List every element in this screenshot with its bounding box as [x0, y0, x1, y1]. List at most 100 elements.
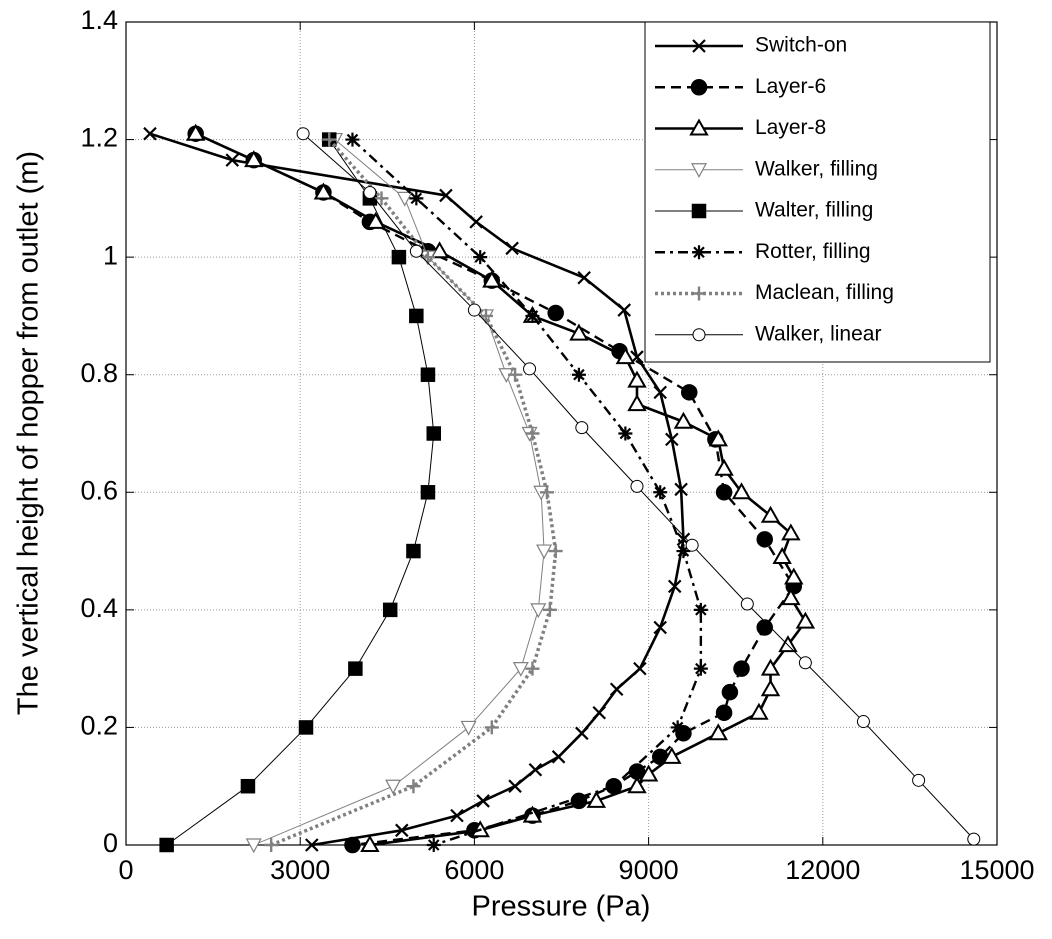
marker	[749, 702, 769, 720]
legend-label: Walker, filling	[755, 157, 878, 180]
marker	[714, 458, 734, 476]
legend-marker	[692, 245, 706, 260]
marker	[630, 479, 644, 493]
marker	[547, 304, 564, 322]
marker	[420, 250, 435, 265]
marker	[756, 531, 773, 548]
marker	[322, 132, 337, 147]
marker	[674, 482, 688, 497]
marker	[740, 597, 754, 611]
marker	[264, 838, 279, 852]
marker	[159, 837, 174, 853]
marker	[577, 270, 591, 285]
marker	[298, 720, 314, 735]
marker	[360, 834, 380, 852]
y-tick-label: 0.2	[80, 711, 118, 741]
marker	[420, 485, 436, 500]
legend-label: Maclean, filling	[755, 281, 894, 304]
legend-label: Rotter, filling	[755, 240, 871, 263]
marker	[606, 779, 621, 794]
marker	[708, 429, 729, 447]
legend-box	[644, 21, 991, 363]
marker	[967, 832, 981, 846]
marker	[781, 523, 801, 541]
x-tick-label: 15000	[959, 855, 1034, 885]
marker	[638, 764, 659, 782]
marker	[406, 543, 421, 559]
marker	[467, 303, 481, 317]
marker	[569, 323, 589, 341]
marker	[348, 661, 363, 676]
y-tick-label: 1.2	[80, 123, 118, 153]
marker	[240, 778, 256, 794]
y-tick-label: 0.6	[80, 475, 118, 505]
marker	[685, 538, 699, 552]
marker	[673, 411, 694, 429]
marker	[653, 485, 668, 500]
marker	[575, 421, 589, 435]
marker	[731, 482, 752, 500]
marker	[426, 426, 442, 441]
x-tick-label: 9000	[619, 855, 679, 885]
legend: Switch-on Layer-6 Layer-8 Walker, filling Wa…	[644, 21, 991, 363]
marker	[439, 188, 453, 203]
legend-marker	[689, 118, 709, 136]
y-tick-label: 0.4	[80, 593, 118, 623]
marker	[627, 776, 647, 794]
marker	[391, 249, 407, 265]
y-tick-label: 1.4	[80, 5, 118, 35]
legend-label: Walker, linear	[755, 322, 881, 345]
marker	[693, 602, 708, 617]
marker	[784, 567, 804, 585]
marker	[296, 127, 310, 141]
marker	[856, 715, 870, 729]
marker	[609, 682, 624, 696]
x-tick-label: 6000	[444, 855, 504, 885]
marker	[365, 211, 386, 229]
marker	[482, 270, 502, 288]
legend-marker	[690, 163, 708, 179]
marker	[575, 726, 589, 741]
marker	[479, 308, 494, 323]
legend-marker	[692, 286, 706, 301]
marker	[798, 656, 812, 670]
marker	[505, 241, 519, 256]
legend-marker	[692, 328, 706, 342]
marker	[476, 794, 490, 808]
marker	[760, 505, 781, 523]
marker	[733, 660, 750, 677]
marker	[522, 805, 543, 823]
marker	[512, 662, 529, 677]
marker	[536, 544, 553, 560]
marker	[667, 579, 682, 594]
marker	[396, 191, 413, 207]
marker	[305, 838, 319, 852]
legend-marker	[690, 79, 708, 96]
marker	[618, 426, 633, 441]
marker	[528, 762, 543, 777]
marker	[670, 720, 685, 735]
marker	[508, 367, 523, 382]
marker	[345, 132, 360, 147]
legend-label: Layer-8	[755, 116, 826, 139]
x-tick-label: 12000	[785, 855, 860, 885]
y-tick-label: 1	[103, 240, 118, 270]
marker	[795, 611, 816, 629]
marker	[395, 823, 409, 838]
x-axis-label: Pressure (Pa)	[472, 891, 651, 923]
marker	[551, 750, 566, 764]
marker	[385, 779, 402, 795]
y-tick-label: 0.8	[80, 358, 118, 388]
marker	[627, 370, 647, 388]
marker	[469, 215, 483, 229]
marker	[756, 619, 773, 636]
marker	[406, 779, 421, 794]
y-axis-label: The vertical height of hopper from outle…	[13, 151, 45, 715]
marker	[586, 790, 607, 808]
marker	[344, 836, 361, 854]
marker	[662, 746, 682, 764]
marker	[420, 367, 436, 382]
x-tick-label: 0	[118, 855, 133, 885]
